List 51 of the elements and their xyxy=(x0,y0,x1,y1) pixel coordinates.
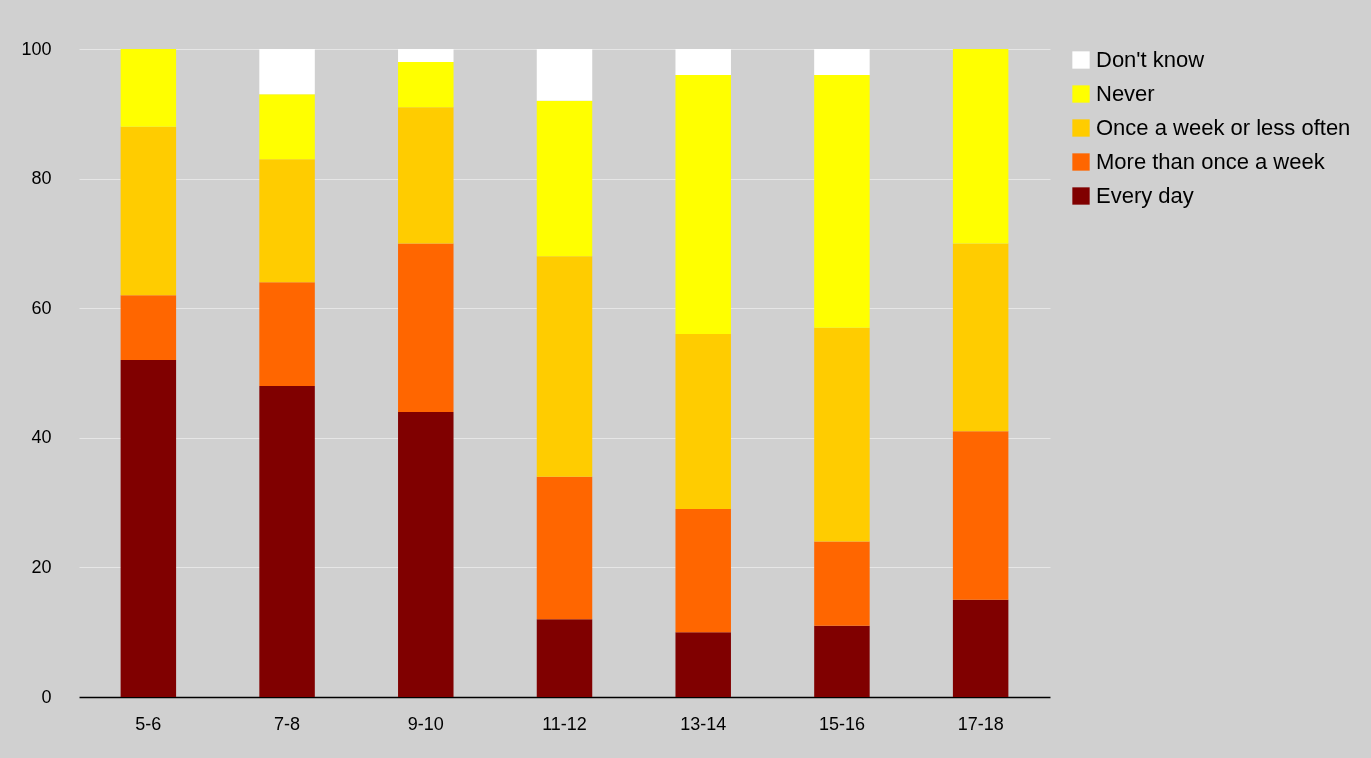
legend-label: Don't know xyxy=(1096,47,1205,72)
bar xyxy=(398,61,454,108)
y-tick-label: 20 xyxy=(31,556,52,577)
bar xyxy=(814,327,870,542)
bar xyxy=(814,625,870,697)
bar xyxy=(814,541,870,626)
x-tick-label: 17-18 xyxy=(957,713,1004,734)
bar xyxy=(120,49,177,127)
bar xyxy=(814,49,870,75)
legend-label: More than once a week xyxy=(1096,149,1326,174)
bar xyxy=(536,619,593,697)
y-tick-label: 0 xyxy=(41,686,52,707)
legend-label: Once a week or less often xyxy=(1096,115,1351,140)
bar xyxy=(259,385,315,697)
bar xyxy=(952,599,1009,697)
bar xyxy=(398,243,454,412)
bar xyxy=(120,360,177,697)
bar xyxy=(675,632,731,697)
bar xyxy=(536,49,593,101)
y-tick-label: 40 xyxy=(31,427,52,448)
x-tick-label: 5-6 xyxy=(135,713,162,734)
bar xyxy=(398,107,454,244)
bar xyxy=(120,295,177,361)
bar xyxy=(814,74,870,328)
y-tick-label: 100 xyxy=(21,38,52,59)
y-tick-label: 80 xyxy=(31,168,52,189)
x-tick-label: 15-16 xyxy=(818,713,865,734)
x-tick-label: 11-12 xyxy=(542,713,587,734)
legend-label: Never xyxy=(1096,81,1155,106)
bar xyxy=(675,334,731,510)
bar xyxy=(675,509,731,633)
bar xyxy=(398,49,454,62)
bar xyxy=(259,94,315,160)
bar xyxy=(259,282,315,386)
bar xyxy=(259,49,315,95)
bar xyxy=(952,243,1009,432)
bar xyxy=(536,100,593,257)
bar xyxy=(952,431,1009,600)
x-tick-label: 13-14 xyxy=(680,713,727,734)
bar xyxy=(398,411,454,697)
bar xyxy=(536,476,593,620)
bar xyxy=(120,126,177,296)
x-tick-label: 7-8 xyxy=(274,713,301,734)
bar xyxy=(536,256,593,477)
y-tick-label: 60 xyxy=(31,297,52,318)
legend-label: Every day xyxy=(1096,183,1194,208)
bar xyxy=(675,74,731,335)
bar xyxy=(675,49,731,75)
bar xyxy=(259,159,315,283)
x-tick-label: 9-10 xyxy=(407,713,444,734)
bar xyxy=(952,49,1009,244)
